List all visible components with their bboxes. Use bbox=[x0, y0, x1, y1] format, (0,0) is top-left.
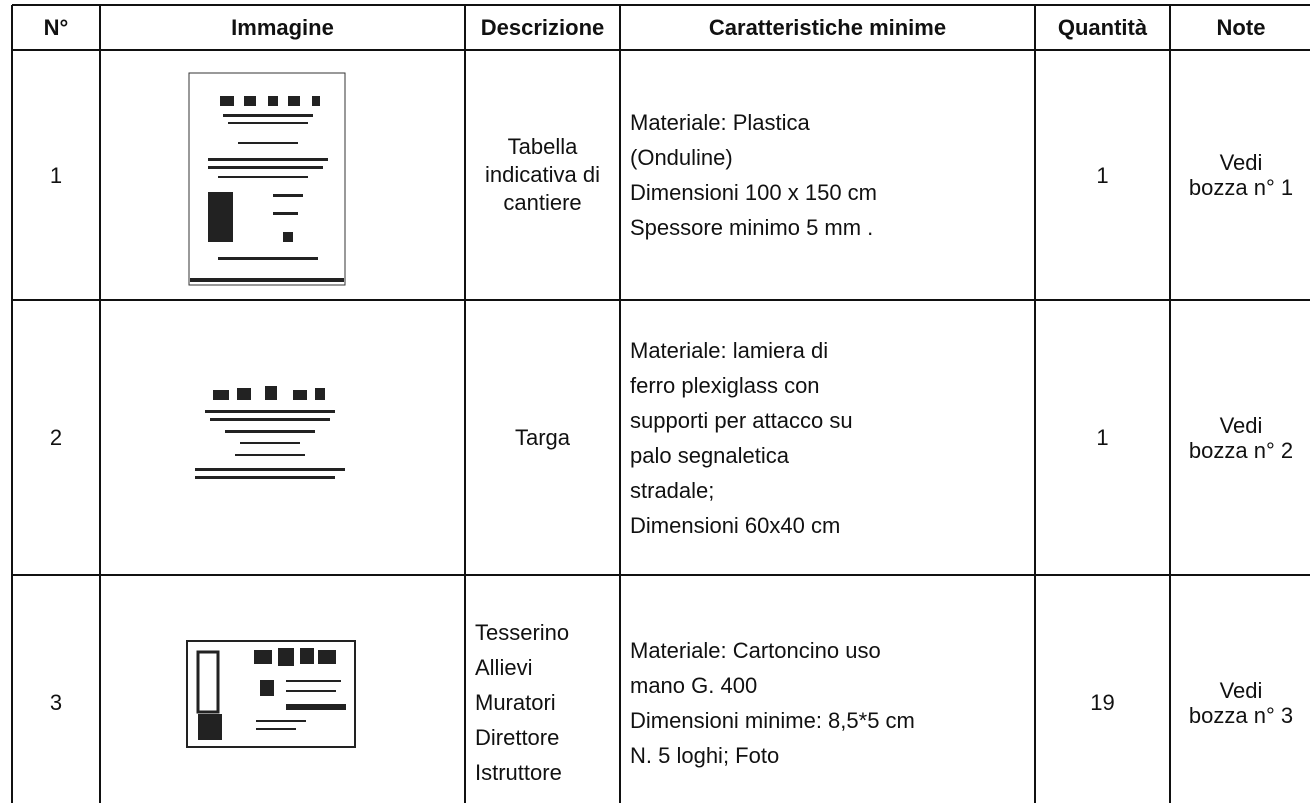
text-line: palo segnaletica bbox=[630, 442, 790, 468]
text-line: Vedi bbox=[1219, 412, 1263, 438]
text-line: bozza n° 3 bbox=[1188, 702, 1294, 728]
border-line bbox=[12, 299, 1310, 301]
border-line bbox=[619, 5, 621, 803]
characteristics-cell: Materiale: lamiera di ferro plexiglass co… bbox=[620, 300, 1035, 575]
border-line bbox=[12, 574, 1310, 576]
quantity-cell: 19 bbox=[1090, 690, 1115, 715]
text-line: N. 5 loghi; Foto bbox=[630, 742, 780, 768]
notes-cell: Vedi bozza n° 2 bbox=[1170, 300, 1310, 575]
header-cell: Quantità bbox=[1057, 15, 1148, 40]
text-line: Istruttore bbox=[475, 760, 562, 785]
text-line: bozza n° 2 bbox=[1188, 437, 1294, 463]
text-line: Direttore bbox=[475, 725, 560, 750]
header-cell: Note bbox=[1216, 15, 1266, 40]
number-cell: 3 bbox=[49, 690, 63, 715]
text-line: indicativa di bbox=[485, 162, 600, 187]
description-cell: Tesserino Allievi Muratori Direttore Istrutt… bbox=[465, 575, 620, 803]
border-line bbox=[464, 5, 466, 803]
text-line: Allievi bbox=[475, 655, 533, 680]
header-cell: Immagine bbox=[231, 15, 334, 40]
image-thumbnail bbox=[186, 640, 356, 748]
header-cell: Caratteristiche minime bbox=[708, 15, 947, 40]
border-line bbox=[12, 49, 1310, 51]
text-line: Tesserino bbox=[475, 620, 570, 645]
text-line: Materiale: Plastica bbox=[630, 110, 810, 135]
text-line: Muratori bbox=[475, 690, 556, 715]
text-line: stradale; bbox=[630, 477, 715, 503]
description-cell: Targa bbox=[465, 300, 620, 575]
text-line: cantiere bbox=[503, 190, 582, 215]
text-line: Materiale: lamiera di bbox=[630, 337, 829, 363]
text-line: Tabella bbox=[507, 134, 578, 159]
text-line: bozza n° 1 bbox=[1188, 175, 1294, 200]
border-line bbox=[11, 5, 13, 803]
characteristics-cell: Materiale: Cartoncino uso mano G. 400 Dime… bbox=[620, 575, 1035, 803]
notes-cell: Vedi bozza n° 3 bbox=[1170, 575, 1310, 803]
text-line: Materiale: Cartoncino uso bbox=[630, 637, 881, 663]
text-line: Dimensioni 100 x 150 cm bbox=[630, 180, 878, 205]
header-cell: Descrizione bbox=[480, 15, 605, 40]
text-line: Dimensioni minime: 8,5*5 cm bbox=[630, 707, 915, 733]
border-line bbox=[1169, 5, 1171, 803]
notes-cell: Vedi bozza n° 1 bbox=[1170, 50, 1310, 300]
text-line: Dimensioni 60x40 cm bbox=[630, 512, 841, 538]
border-line bbox=[12, 4, 1310, 6]
text-line: (Onduline) bbox=[630, 145, 733, 170]
text-line: mano G. 400 bbox=[630, 672, 758, 698]
text-line: Spessore minimo 5 mm . bbox=[630, 215, 874, 240]
image-thumbnail bbox=[195, 386, 345, 479]
quantity-cell: 1 bbox=[1096, 162, 1109, 188]
text-line: Targa bbox=[514, 424, 571, 450]
text-line: ferro plexiglass con bbox=[630, 372, 820, 398]
characteristics-cell: Materiale: Plastica (Onduline) Dimensioni … bbox=[620, 50, 1035, 300]
text-line: supporti per attacco su bbox=[630, 407, 853, 433]
text-line: Vedi bbox=[1219, 150, 1263, 175]
number-cell: 2 bbox=[49, 425, 63, 450]
text-line: Vedi bbox=[1219, 677, 1263, 703]
number-cell: 1 bbox=[49, 162, 63, 188]
image-thumbnail bbox=[188, 72, 346, 286]
border-line bbox=[99, 5, 101, 803]
header-cell: N° bbox=[43, 15, 69, 40]
border-line bbox=[1034, 5, 1036, 803]
quantity-cell: 1 bbox=[1096, 425, 1109, 450]
description-cell: Tabella indicativa di cantiere bbox=[465, 50, 620, 300]
